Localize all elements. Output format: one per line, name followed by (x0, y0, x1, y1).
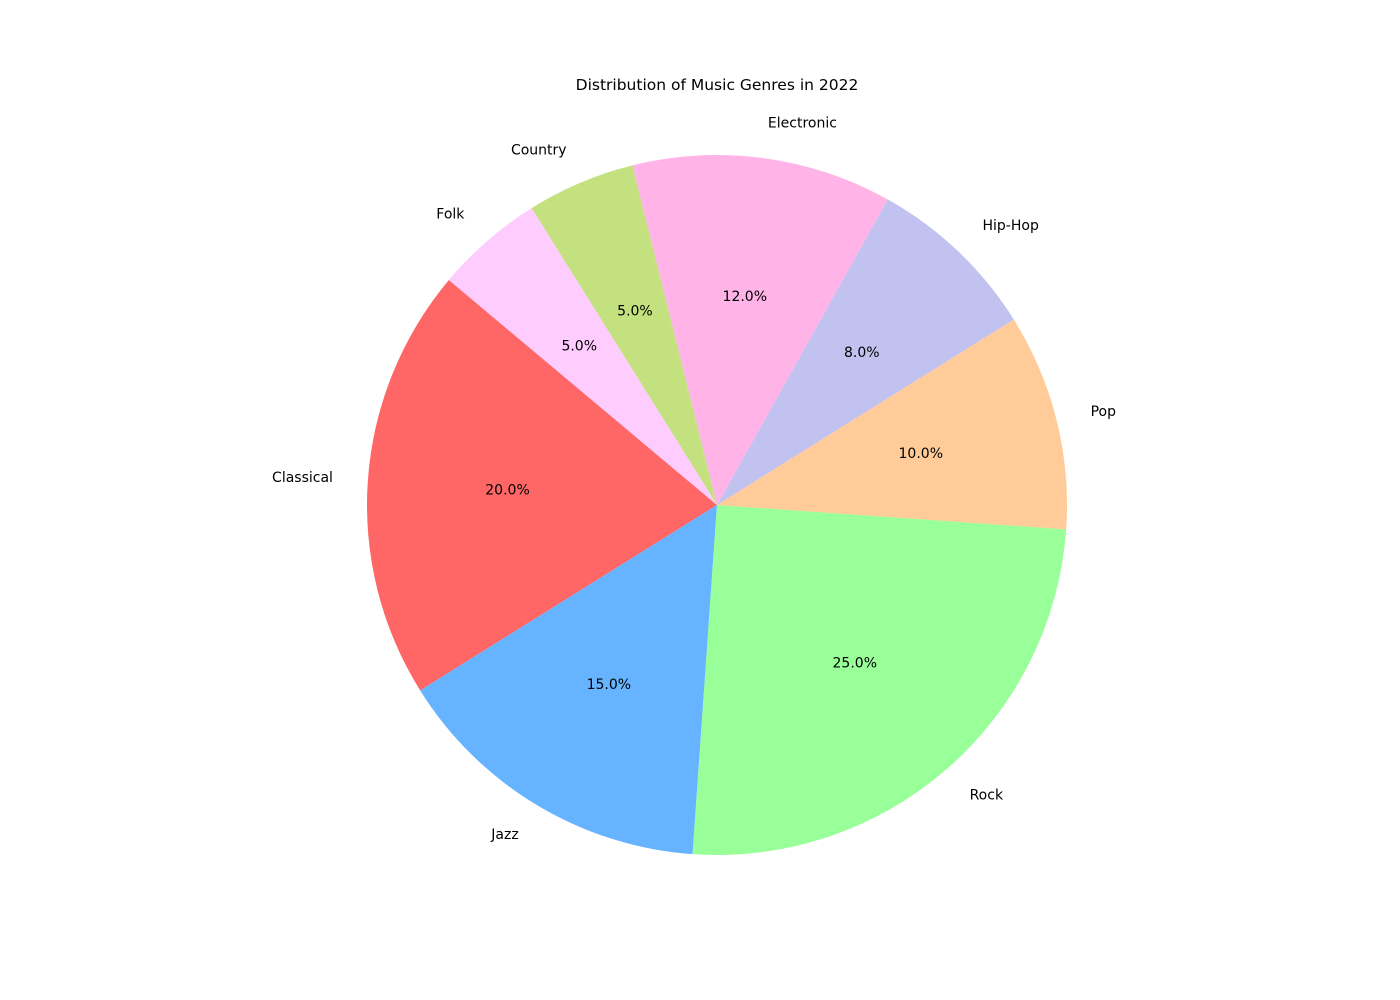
pie-percent-label-classical: 20.0% (485, 482, 529, 498)
chart-title: Distribution of Music Genres in 2022 (575, 76, 859, 94)
pie-percent-label-jazz: 15.0% (587, 677, 631, 693)
pie-slice-hip-hop (717, 199, 1014, 505)
pie-category-label-rock: Rock (970, 788, 1004, 804)
pie-percent-label-hip-hop: 8.0% (844, 345, 880, 361)
pie-slice-folk (448, 208, 717, 505)
pie-category-label-electronic: Electronic (768, 115, 837, 131)
pie-slice-pop (717, 319, 1068, 530)
pie-category-label-pop: Pop (1091, 404, 1117, 420)
pie-slice-country (531, 165, 717, 506)
pie-category-labels: Classical Jazz Rock Pop Hip-Hop Electronic Cou… (272, 115, 1116, 843)
pie-category-label-country: Country (511, 143, 567, 159)
pie-category-label-hip-hop: Hip-Hop (983, 218, 1039, 234)
pie-percent-label-electronic: 12.0% (723, 289, 767, 305)
pie-percent-label-rock: 25.0% (833, 655, 877, 671)
pie-category-label-folk: Folk (436, 206, 465, 222)
pie-category-label-jazz: Jazz (490, 827, 518, 843)
pie-percent-labels: 20.0% 15.0% 25.0% 10.0% 8.0% 12.0% 5.0% 5.0% (485, 289, 943, 693)
pie-slice-rock (692, 505, 1067, 855)
pie-slice-jazz (420, 505, 717, 855)
pie-percent-label-country: 5.0% (617, 304, 653, 320)
pie-slices (367, 155, 1068, 855)
pie-percent-label-pop: 10.0% (899, 446, 943, 462)
pie-category-label-classical: Classical (272, 470, 333, 486)
pie-percent-label-folk: 5.0% (561, 339, 597, 355)
pie-slice-classical (367, 280, 717, 691)
pie-slice-electronic (632, 155, 888, 505)
